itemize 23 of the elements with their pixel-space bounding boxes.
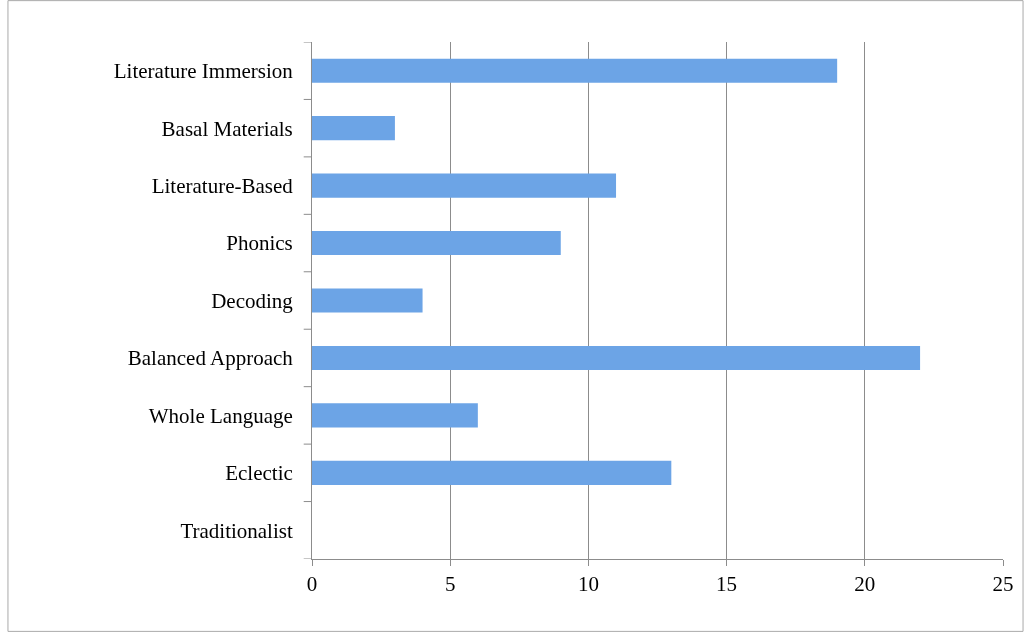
y-tick-label: Literature Immersion bbox=[113, 59, 294, 84]
bar bbox=[312, 460, 672, 485]
bar bbox=[312, 173, 617, 198]
bar bbox=[312, 116, 395, 141]
bar bbox=[312, 403, 478, 428]
bar bbox=[312, 58, 838, 83]
bar bbox=[312, 288, 423, 313]
y-tick-label: Balanced Approach bbox=[127, 346, 294, 371]
y-tick-label: Basal Materials bbox=[161, 116, 293, 141]
x-tick-label: 25 bbox=[992, 572, 1014, 597]
x-tick-label: 20 bbox=[854, 572, 876, 597]
y-tick-label: Decoding bbox=[211, 288, 294, 313]
y-tick-label: Traditionalist bbox=[180, 518, 293, 543]
x-tick-label: 15 bbox=[716, 572, 738, 597]
y-tick-label: Phonics bbox=[226, 231, 293, 256]
x-tick-label: 10 bbox=[577, 572, 599, 597]
y-tick-label: Literature-Based bbox=[151, 173, 294, 198]
bar bbox=[312, 230, 561, 256]
y-tick-label: Eclectic bbox=[225, 461, 293, 486]
x-tick-label: 0 bbox=[306, 572, 318, 597]
bar bbox=[312, 345, 921, 371]
x-tick-label: 5 bbox=[444, 572, 456, 597]
y-tick-label: Whole Language bbox=[148, 403, 293, 428]
